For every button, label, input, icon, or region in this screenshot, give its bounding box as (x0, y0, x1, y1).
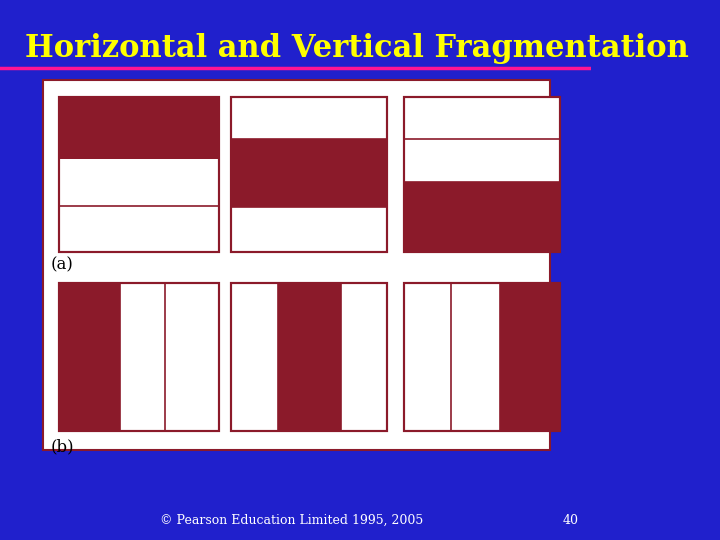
Bar (231, 283, 387, 431)
Bar (404, 183, 559, 252)
Bar (404, 283, 559, 431)
Bar (404, 283, 559, 431)
Bar (59, 283, 219, 431)
Text: (b): (b) (51, 438, 74, 456)
Bar (59, 97, 219, 159)
Bar (404, 97, 559, 252)
Text: (a): (a) (51, 256, 73, 273)
Bar (500, 283, 559, 431)
Bar (59, 97, 219, 252)
Bar (59, 283, 219, 431)
Text: Horizontal and Vertical Fragmentation: Horizontal and Vertical Fragmentation (24, 32, 688, 64)
Bar (231, 97, 387, 252)
Bar (278, 283, 341, 431)
Bar (59, 97, 219, 252)
Text: 40: 40 (562, 514, 578, 526)
Bar (59, 283, 120, 431)
Bar (231, 283, 387, 431)
Bar (42, 80, 550, 450)
Bar (404, 97, 559, 252)
Bar (231, 139, 387, 207)
Bar (231, 97, 387, 252)
Text: © Pearson Education Limited 1995, 2005: © Pearson Education Limited 1995, 2005 (160, 514, 423, 526)
